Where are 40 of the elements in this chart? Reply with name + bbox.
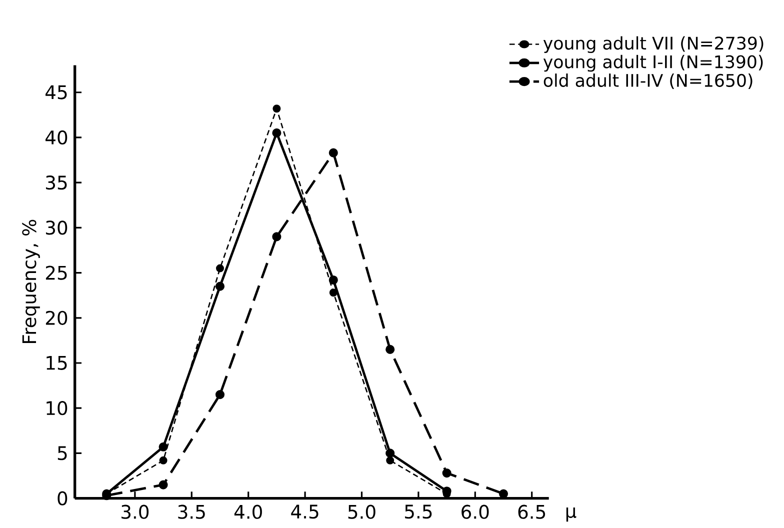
legend-label: young adult VII (N=2739) <box>543 36 764 54</box>
y-tick-label: 30 <box>46 220 68 235</box>
x-tick-label: 6.0 <box>462 504 489 520</box>
point <box>442 468 452 478</box>
point <box>159 456 168 465</box>
point <box>215 390 225 400</box>
point <box>386 456 394 465</box>
point <box>272 232 282 242</box>
x-tick-label: 4.5 <box>291 504 318 519</box>
y-tick-label: 35 <box>46 176 67 190</box>
point <box>328 148 338 158</box>
y-tick-label: 15 <box>46 356 67 370</box>
point <box>158 442 168 452</box>
y-tick-label: 25 <box>46 266 67 280</box>
point <box>272 104 281 113</box>
legend-label: young adult I-II (N=1390) <box>543 55 763 72</box>
y-tick-label: 5 <box>58 446 67 460</box>
point <box>328 276 338 285</box>
point <box>215 282 225 291</box>
point <box>216 264 224 272</box>
point <box>272 128 282 138</box>
x-tick-label: 3.0 <box>122 504 149 520</box>
x-tick-label: 5.5 <box>405 504 432 519</box>
x-tick-label: 5.0 <box>348 504 376 520</box>
y-tick-label: 40 <box>46 130 68 145</box>
x-tick-label: 6.5 <box>518 504 546 520</box>
x-axis-title: μ <box>566 508 576 522</box>
y-tick-label: 20 <box>46 310 68 326</box>
point <box>386 345 395 354</box>
y-axis-title: Frequency, % <box>22 220 40 344</box>
y-tick-label: 10 <box>46 401 68 416</box>
x-tick-label: 3.5 <box>178 504 205 520</box>
x-tick-label: 4.0 <box>234 504 262 520</box>
point <box>386 448 395 458</box>
y-tick-label: 0 <box>58 491 68 506</box>
point <box>498 489 508 498</box>
y-tick-label: 45 <box>46 86 67 100</box>
point <box>329 288 338 297</box>
legend-label: old adult III-IV (N=1650) <box>544 74 752 90</box>
point <box>158 480 168 490</box>
